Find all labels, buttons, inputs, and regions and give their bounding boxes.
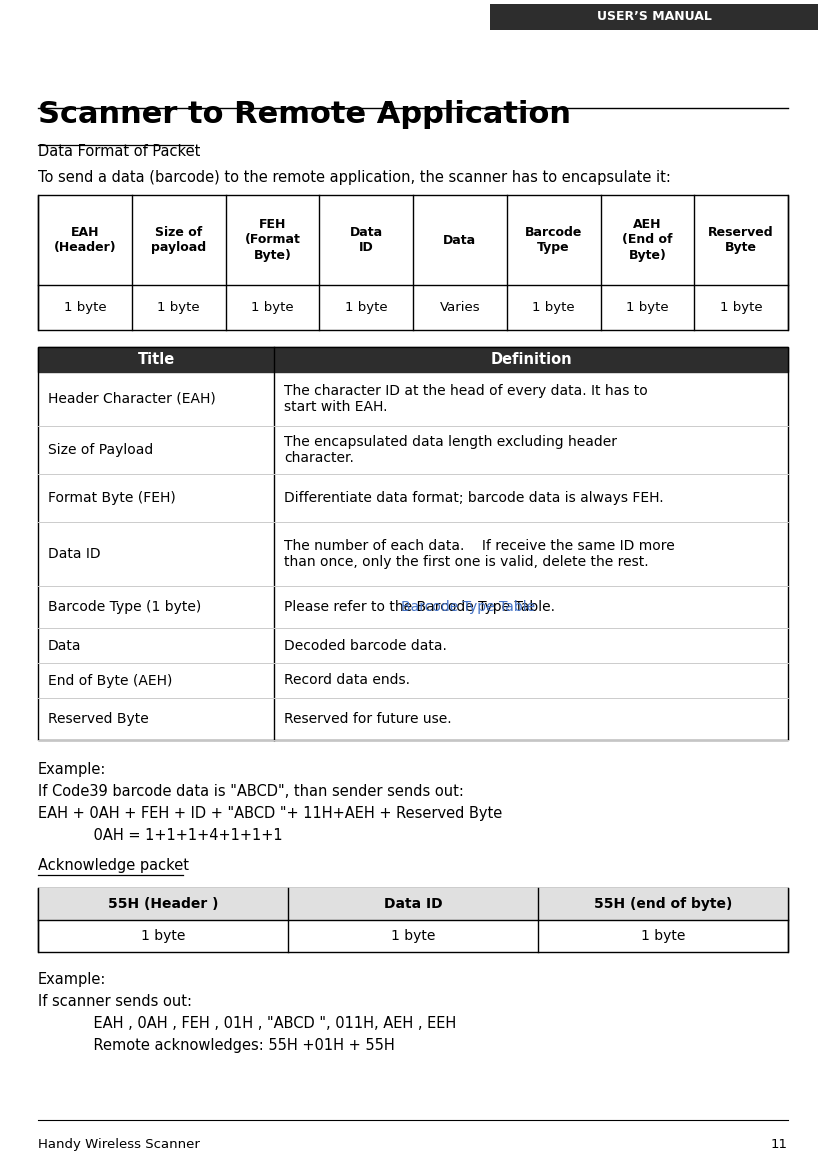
- Text: Definition: Definition: [490, 352, 572, 367]
- Text: Decoded barcode data.: Decoded barcode data.: [284, 639, 447, 653]
- Text: USER’S MANUAL: USER’S MANUAL: [597, 10, 711, 23]
- Text: Please refer to the Barcode Type Table.: Please refer to the Barcode Type Table.: [284, 600, 555, 615]
- Text: EAH
(Header): EAH (Header): [53, 226, 116, 254]
- FancyBboxPatch shape: [38, 195, 788, 330]
- Text: Acknowledge packet: Acknowledge packet: [38, 858, 189, 873]
- Text: Barcode Type Table: Barcode Type Table: [401, 600, 535, 615]
- Text: Data: Data: [443, 234, 477, 247]
- FancyBboxPatch shape: [38, 888, 788, 920]
- Text: 1 byte: 1 byte: [141, 929, 185, 943]
- Text: End of Byte (AEH): End of Byte (AEH): [48, 673, 173, 687]
- Text: Size of Payload: Size of Payload: [48, 443, 153, 457]
- Text: 1 byte: 1 byte: [533, 301, 575, 314]
- Text: If Code39 barcode data is "ABCD", than sender sends out:: If Code39 barcode data is "ABCD", than s…: [38, 784, 464, 799]
- Text: Record data ends.: Record data ends.: [284, 673, 410, 687]
- Text: 1 byte: 1 byte: [720, 301, 763, 314]
- Text: If scanner sends out:: If scanner sends out:: [38, 994, 192, 1009]
- Text: Differentiate data format; barcode data is always FEH.: Differentiate data format; barcode data …: [284, 491, 664, 505]
- Text: Example:: Example:: [38, 762, 106, 777]
- Text: Data ID: Data ID: [384, 897, 442, 911]
- Text: Data: Data: [48, 639, 81, 653]
- Text: The encapsulated data length excluding header
character.: The encapsulated data length excluding h…: [284, 435, 617, 465]
- Text: The number of each data.    If receive the same ID more
than once, only the firs: The number of each data. If receive the …: [284, 538, 675, 570]
- Text: The character ID at the head of every data. It has to
start with EAH.: The character ID at the head of every da…: [284, 384, 648, 414]
- Text: Barcode
Type: Barcode Type: [525, 226, 582, 254]
- Text: 55H (Header ): 55H (Header ): [108, 897, 219, 911]
- Text: Reserved for future use.: Reserved for future use.: [284, 713, 452, 726]
- Text: Data
ID: Data ID: [349, 226, 383, 254]
- Text: To send a data (barcode) to the remote application, the scanner has to encapsula: To send a data (barcode) to the remote a…: [38, 169, 671, 184]
- FancyBboxPatch shape: [38, 888, 788, 952]
- Text: 1 byte: 1 byte: [251, 301, 293, 314]
- Text: 1 byte: 1 byte: [157, 301, 200, 314]
- Text: Example:: Example:: [38, 972, 106, 987]
- Text: Header Character (EAH): Header Character (EAH): [48, 392, 215, 406]
- Text: Handy Wireless Scanner: Handy Wireless Scanner: [38, 1138, 200, 1151]
- Text: 1 byte: 1 byte: [626, 301, 668, 314]
- Text: 1 byte: 1 byte: [641, 929, 686, 943]
- Text: EAH , 0AH , FEH , 01H , "ABCD ", 011H, AEH , EEH: EAH , 0AH , FEH , 01H , "ABCD ", 011H, A…: [38, 1016, 456, 1031]
- FancyBboxPatch shape: [38, 347, 788, 372]
- Text: 55H (end of byte): 55H (end of byte): [593, 897, 732, 911]
- Text: Size of
payload: Size of payload: [151, 226, 206, 254]
- Text: FEH
(Format
Byte): FEH (Format Byte): [244, 219, 300, 262]
- Text: 11: 11: [771, 1138, 788, 1151]
- Text: AEH
(End of
Byte): AEH (End of Byte): [622, 219, 672, 262]
- Text: Barcode Type (1 byte): Barcode Type (1 byte): [48, 600, 201, 615]
- Text: 1 byte: 1 byte: [344, 301, 387, 314]
- Text: Remote acknowledges: 55H +01H + 55H: Remote acknowledges: 55H +01H + 55H: [38, 1038, 395, 1053]
- FancyBboxPatch shape: [490, 3, 818, 30]
- Text: EAH + 0AH + FEH + ID + "ABCD "+ 11H+AEH + Reserved Byte: EAH + 0AH + FEH + ID + "ABCD "+ 11H+AEH …: [38, 806, 502, 821]
- Text: 1 byte: 1 byte: [63, 301, 106, 314]
- Text: Title: Title: [137, 352, 175, 367]
- Text: Reserved
Byte: Reserved Byte: [709, 226, 774, 254]
- Text: Data Format of Packet: Data Format of Packet: [38, 144, 201, 159]
- Text: Reserved Byte: Reserved Byte: [48, 713, 149, 726]
- Text: Varies: Varies: [440, 301, 480, 314]
- Text: Scanner to Remote Application: Scanner to Remote Application: [38, 100, 571, 129]
- Text: Format Byte (FEH): Format Byte (FEH): [48, 491, 176, 505]
- Text: 1 byte: 1 byte: [390, 929, 435, 943]
- Text: 0AH = 1+1+1+4+1+1+1: 0AH = 1+1+1+4+1+1+1: [38, 828, 283, 843]
- Text: Data ID: Data ID: [48, 547, 100, 562]
